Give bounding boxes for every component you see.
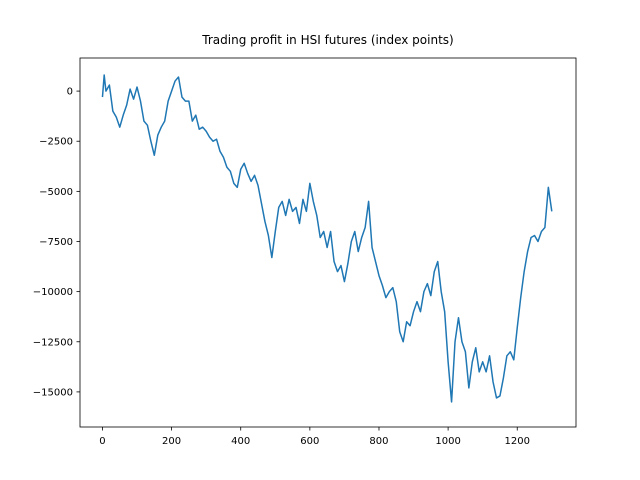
axes-frame (79, 57, 577, 428)
x-tick-label: 200 (162, 436, 181, 447)
y-tick-label: −12500 (33, 337, 73, 348)
x-tick-label: 0 (99, 436, 105, 447)
y-tick-label: 0 (67, 87, 73, 98)
y-tick-label: −7500 (39, 237, 73, 248)
y-tick-label: −2500 (39, 137, 73, 148)
x-tick-label: 1000 (435, 436, 460, 447)
x-tick-label: 1200 (505, 436, 530, 447)
chart-title: Trading profit in HSI futures (index poi… (201, 33, 453, 47)
x-tick-label: 600 (300, 436, 319, 447)
y-tick-label: −15000 (33, 387, 73, 398)
x-tick-label: 400 (231, 436, 250, 447)
x-tick-label: 800 (369, 436, 388, 447)
line-series (101, 74, 553, 403)
y-tick-label: −10000 (33, 287, 73, 298)
y-tick-label: −5000 (39, 187, 73, 198)
